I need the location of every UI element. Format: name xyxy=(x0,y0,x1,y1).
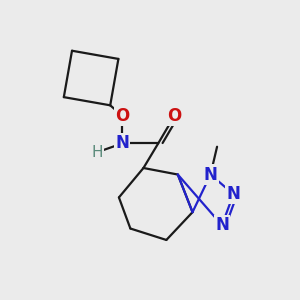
Text: H: H xyxy=(92,145,103,160)
Text: N: N xyxy=(226,185,240,203)
Text: N: N xyxy=(204,166,218,184)
Text: O: O xyxy=(115,106,129,124)
Text: N: N xyxy=(115,134,129,152)
Text: O: O xyxy=(167,106,182,124)
Text: N: N xyxy=(215,216,229,234)
